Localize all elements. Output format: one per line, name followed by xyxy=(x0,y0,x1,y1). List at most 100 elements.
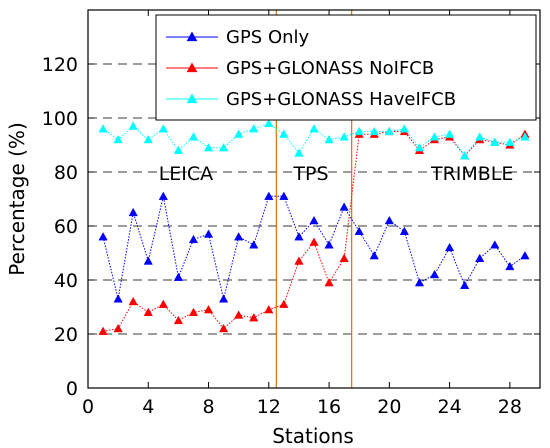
data-point xyxy=(279,191,289,200)
data-point xyxy=(264,191,274,200)
data-point xyxy=(249,313,259,322)
data-point xyxy=(414,277,425,287)
data-point xyxy=(203,304,214,314)
legend: GPS Only GPS+GLONASS NoIFCB GPS+GLONASS Ha… xyxy=(155,14,537,121)
data-point xyxy=(384,215,394,225)
series-line xyxy=(102,131,526,332)
series-layer xyxy=(98,118,530,335)
x-tick-label: 20 xyxy=(377,396,401,418)
data-point xyxy=(309,237,319,246)
region-labels: LEICA TPS TRIMBLE xyxy=(159,163,514,185)
legend-box xyxy=(155,14,537,121)
x-axis-label: Stations xyxy=(272,424,354,448)
data-point xyxy=(218,323,229,333)
data-point xyxy=(113,134,123,144)
data-point xyxy=(384,126,394,136)
data-point xyxy=(309,124,319,133)
region-label: TRIMBLE xyxy=(430,163,513,185)
y-tick-label: 120 xyxy=(42,54,78,76)
data-point xyxy=(339,132,349,141)
data-point xyxy=(475,132,485,141)
data-point xyxy=(188,307,199,317)
x-tick-label: 8 xyxy=(202,396,214,418)
data-point xyxy=(490,137,500,146)
y-tick-label: 20 xyxy=(54,324,78,346)
data-point xyxy=(520,250,530,260)
series-line xyxy=(102,195,526,300)
data-point xyxy=(234,129,244,138)
data-point xyxy=(505,261,515,271)
plot-frame xyxy=(87,9,541,389)
data-point xyxy=(218,294,229,303)
data-point xyxy=(128,296,138,306)
data-point xyxy=(218,142,229,152)
data-point xyxy=(113,323,123,333)
legend-marker xyxy=(186,31,198,42)
data-point xyxy=(158,299,168,308)
data-point xyxy=(475,253,485,263)
axis-ticks: 0 4 8 12 16 20 24 28 0 20 40 60 80 100 120 xyxy=(42,10,540,418)
data-point xyxy=(249,240,259,249)
data-point xyxy=(309,215,319,225)
data-point xyxy=(339,253,349,263)
data-point xyxy=(143,256,153,265)
data-point xyxy=(354,126,364,136)
data-point xyxy=(369,250,379,260)
data-point xyxy=(339,202,349,211)
y-tick-label: 100 xyxy=(42,108,78,130)
x-tick-label: 12 xyxy=(257,396,281,418)
y-tick-label: 0 xyxy=(66,378,78,400)
data-point xyxy=(158,191,168,200)
data-point xyxy=(324,240,334,249)
data-point xyxy=(324,134,334,144)
data-point xyxy=(173,145,184,155)
x-tick-label: 4 xyxy=(142,396,154,418)
data-point xyxy=(429,269,440,279)
x-tick-label: 0 xyxy=(82,396,94,418)
data-point xyxy=(444,129,455,138)
data-point xyxy=(234,310,244,319)
series-1 xyxy=(98,191,530,303)
data-point xyxy=(203,229,214,238)
legend-marker xyxy=(186,93,198,104)
data-point xyxy=(188,234,199,244)
x-tick-label: 24 xyxy=(438,396,462,418)
data-point xyxy=(294,256,304,265)
y-axis-label: Percentage (%) xyxy=(5,122,29,275)
legend-label: GPS Only xyxy=(226,27,310,48)
data-point xyxy=(158,124,168,133)
y-tick-label: 80 xyxy=(54,162,78,184)
region-label: TPS xyxy=(292,163,328,185)
data-point xyxy=(113,294,123,303)
data-point xyxy=(143,307,153,317)
data-point xyxy=(460,151,470,160)
data-point xyxy=(414,142,425,152)
data-point xyxy=(505,137,515,146)
data-point xyxy=(460,280,470,290)
data-point xyxy=(98,232,108,241)
legend-label: GPS+GLONASS NoIFCB xyxy=(226,58,434,79)
data-point xyxy=(98,326,108,335)
data-point xyxy=(264,304,274,314)
data-point xyxy=(143,134,153,144)
data-point xyxy=(249,124,259,133)
x-tick-label: 28 xyxy=(498,396,522,418)
data-point xyxy=(369,126,379,136)
data-point xyxy=(128,121,138,130)
data-point xyxy=(203,142,214,152)
data-point xyxy=(188,132,199,141)
y-tick-label: 40 xyxy=(54,270,78,292)
data-point xyxy=(234,232,244,241)
data-point xyxy=(98,124,108,133)
data-point xyxy=(173,315,184,325)
data-point xyxy=(354,226,364,236)
data-point xyxy=(294,232,304,241)
data-point xyxy=(520,132,530,141)
data-point xyxy=(444,242,455,252)
data-point xyxy=(429,132,440,141)
data-point xyxy=(279,129,289,138)
legend-label: GPS+GLONASS HaveIFCB xyxy=(226,89,456,110)
region-label: LEICA xyxy=(159,163,213,185)
